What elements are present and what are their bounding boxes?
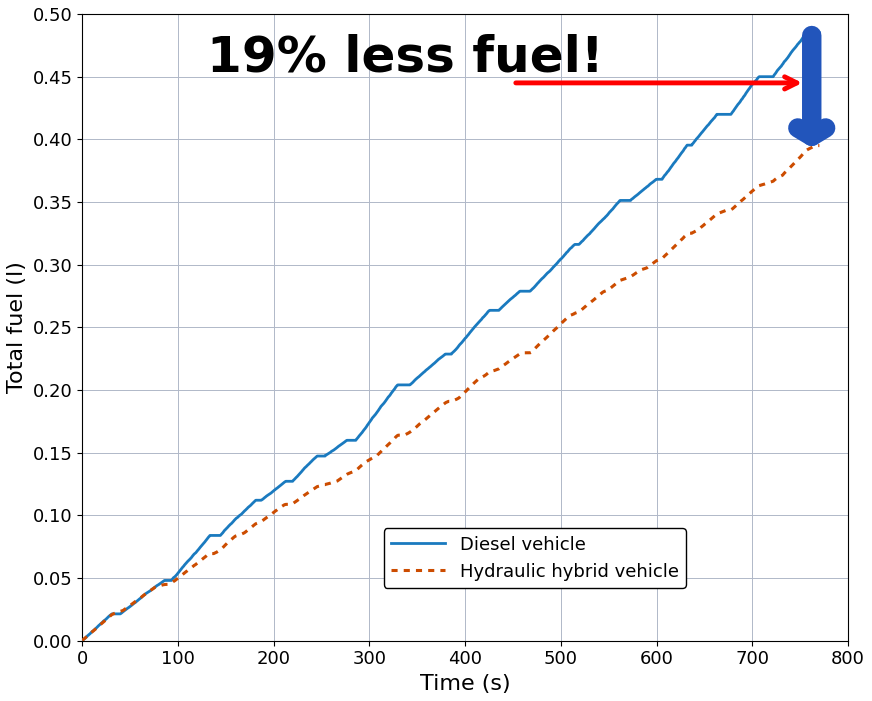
Hydraulic hybrid vehicle xyxy=(77,637,87,645)
Diesel vehicle xyxy=(359,425,370,433)
Hydraulic hybrid vehicle xyxy=(800,148,810,156)
Line: Hydraulic hybrid vehicle: Hydraulic hybrid vehicle xyxy=(82,146,820,641)
Text: 19% less fuel!: 19% less fuel! xyxy=(207,34,603,82)
Hydraulic hybrid vehicle xyxy=(161,580,172,589)
Diesel vehicle xyxy=(205,531,215,540)
Diesel vehicle xyxy=(77,637,87,645)
Line: Diesel vehicle: Diesel vehicle xyxy=(82,33,820,641)
Hydraulic hybrid vehicle xyxy=(392,432,402,440)
Diesel vehicle xyxy=(392,381,402,390)
Y-axis label: Total fuel (l): Total fuel (l) xyxy=(7,261,27,393)
Diesel vehicle xyxy=(801,29,812,37)
Hydraulic hybrid vehicle xyxy=(814,142,825,150)
X-axis label: Time (s): Time (s) xyxy=(419,674,510,694)
Diesel vehicle xyxy=(800,31,810,39)
Hydraulic hybrid vehicle xyxy=(205,550,215,558)
Hydraulic hybrid vehicle xyxy=(720,206,731,215)
Diesel vehicle xyxy=(161,576,172,585)
Hydraulic hybrid vehicle xyxy=(810,142,821,150)
Hydraulic hybrid vehicle xyxy=(359,458,370,467)
Diesel vehicle xyxy=(720,110,731,118)
Legend: Diesel vehicle, Hydraulic hybrid vehicle: Diesel vehicle, Hydraulic hybrid vehicle xyxy=(384,529,686,588)
Diesel vehicle xyxy=(814,29,825,37)
